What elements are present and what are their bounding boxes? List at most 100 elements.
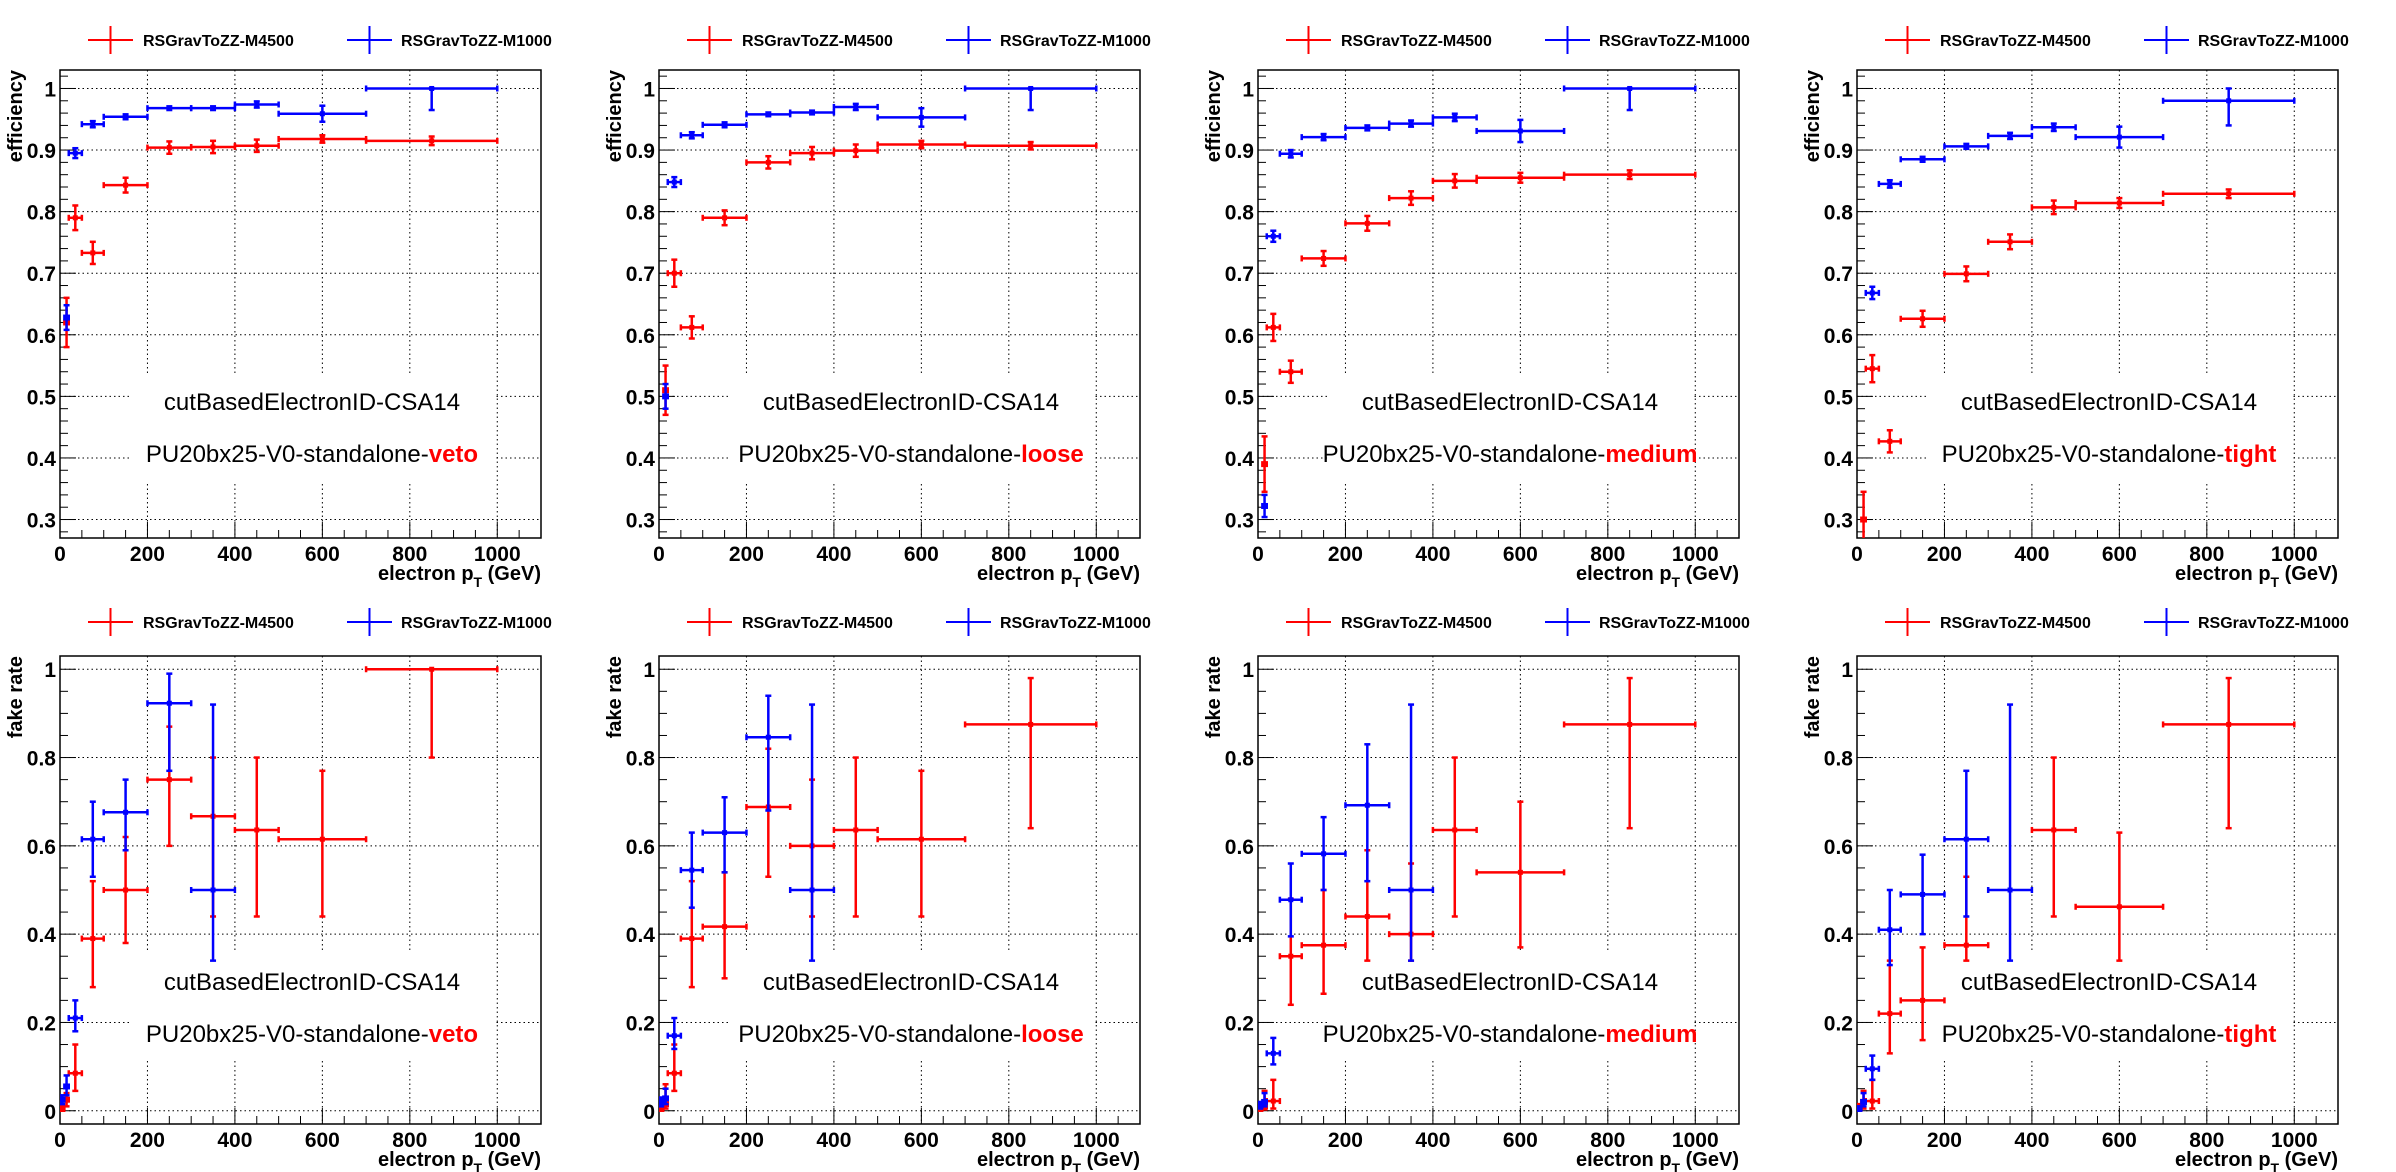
point-marker: [429, 138, 435, 144]
point-marker: [1408, 195, 1414, 201]
data-point-RSGravToZZ-M1000: [277, 104, 368, 123]
data-point-RSGravToZZ-M1000: [679, 831, 704, 909]
data-layer: [60, 666, 499, 1113]
legend-label: RSGravToZZ-M1000: [1000, 615, 1151, 632]
point-marker: [64, 1097, 70, 1103]
y-tick-label: 0.2: [27, 1012, 56, 1035]
y-axis-title: fake rate: [1203, 656, 1225, 738]
point-marker: [918, 836, 924, 842]
point-marker: [1270, 1098, 1276, 1104]
point-marker: [319, 111, 325, 117]
x-axis-title-unit: (GeV): [1680, 563, 1739, 585]
data-point-RSGravToZZ-M1000: [1344, 743, 1391, 883]
x-axis-title: electron pT (GeV): [2175, 563, 2338, 590]
data-point-RSGravToZZ-M1000: [189, 105, 237, 112]
y-tick-label: 1: [1841, 659, 1853, 682]
point-marker: [429, 85, 435, 91]
annotation-line-2: PU20bx25-V0-standalone-medium: [1323, 441, 1698, 468]
data-point-RSGravToZZ-M1000: [662, 1087, 669, 1106]
point-marker: [671, 179, 677, 185]
annotation-line-1: cutBasedElectronID-CSA14: [763, 389, 1059, 416]
x-tick-label: 1000: [1073, 543, 1120, 566]
data-point-RSGravToZZ-M4500: [2074, 196, 2165, 210]
y-tick-label: 0.6: [626, 836, 655, 859]
x-axis-title-unit: (GeV): [482, 563, 541, 585]
x-tick-label: 400: [1415, 543, 1450, 566]
data-point-RSGravToZZ-M1000: [788, 703, 836, 962]
annotation-box: [730, 953, 1093, 1061]
x-tick-label: 600: [904, 543, 939, 566]
chart-panel-efficiency-tight: cutBasedElectronID-CSA14 PU20bx25-V0-stan…: [1802, 26, 2349, 590]
x-tick-label: 600: [1503, 1129, 1538, 1152]
point-marker: [64, 315, 70, 321]
annotation-line-1: cutBasedElectronID-CSA14: [1961, 969, 2257, 996]
data-point-RSGravToZZ-M4500: [146, 140, 193, 155]
annotation-line-1: cutBasedElectronID-CSA14: [763, 969, 1059, 996]
data-point-RSGravToZZ-M1000: [1261, 1091, 1268, 1108]
point-marker: [689, 936, 695, 942]
y-tick-label: 0.9: [1225, 140, 1254, 163]
x-axis-title: electron pT (GeV): [977, 563, 1140, 590]
y-tick-label: 0.8: [1824, 748, 1854, 771]
y-tick-label: 0.8: [1225, 202, 1255, 225]
data-point-RSGravToZZ-M4500: [745, 154, 792, 170]
data-point-RSGravToZZ-M4500: [233, 138, 280, 154]
point-marker: [1920, 891, 1926, 897]
legend-label: RSGravToZZ-M4500: [1940, 33, 2091, 50]
y-tick-label: 0.7: [1225, 263, 1254, 286]
data-point-RSGravToZZ-M4500: [1265, 1078, 1282, 1110]
x-tick-label: 0: [1851, 543, 1863, 566]
annotation-line-2: PU20bx25-V0-standalone-veto: [146, 1021, 478, 1048]
x-axis-title-subscript: T: [1672, 1160, 1681, 1172]
x-axis-title-subscript: T: [1073, 1160, 1082, 1172]
data-point-RSGravToZZ-M1000: [666, 1016, 683, 1051]
annotation-line-1: cutBasedElectronID-CSA14: [1362, 389, 1658, 416]
point-marker: [429, 666, 435, 672]
x-tick-label: 1000: [1073, 1129, 1120, 1152]
annotation-selection: loose: [1021, 441, 1084, 468]
data-point-RSGravToZZ-M1000: [63, 1074, 70, 1097]
data-point-RSGravToZZ-M1000: [1877, 888, 1902, 967]
x-tick-label: 0: [54, 1129, 66, 1152]
point-marker: [1869, 1066, 1875, 1072]
legend-entry-RSGravToZZ-M4500: RSGravToZZ-M4500: [687, 26, 893, 54]
data-point-RSGravToZZ-M4500: [2030, 756, 2077, 918]
point-marker: [166, 777, 172, 783]
point-marker: [210, 144, 216, 150]
legend-entry-RSGravToZZ-M4500: RSGravToZZ-M4500: [1286, 26, 1492, 54]
legend-label: RSGravToZZ-M4500: [1940, 615, 2091, 632]
data-point-RSGravToZZ-M1000: [701, 121, 748, 129]
x-axis-title-unit: (GeV): [1680, 1149, 1739, 1171]
point-marker: [1364, 125, 1370, 131]
data-point-RSGravToZZ-M4500: [1475, 800, 1566, 949]
point-marker: [689, 324, 695, 330]
point-marker: [663, 1095, 669, 1101]
x-tick-label: 0: [1252, 1129, 1264, 1152]
x-axis-title: electron pT (GeV): [378, 1149, 541, 1172]
legend-entry-RSGravToZZ-M4500: RSGravToZZ-M4500: [687, 608, 893, 636]
y-axis-title: efficiency: [5, 69, 27, 162]
y-tick-label: 0.6: [626, 325, 655, 348]
x-tick-label: 600: [305, 543, 340, 566]
x-tick-label: 600: [1503, 543, 1538, 566]
point-marker: [689, 867, 695, 873]
point-marker: [765, 111, 771, 117]
x-axis-title: electron pT (GeV): [1576, 1149, 1739, 1172]
point-marker: [90, 250, 96, 256]
x-axis-title-subscript: T: [1672, 574, 1681, 590]
legend-entry-RSGravToZZ-M1000: RSGravToZZ-M1000: [1545, 608, 1750, 636]
data-point-RSGravToZZ-M4500: [2030, 199, 2077, 216]
y-tick-label: 0.2: [626, 1012, 655, 1035]
point-marker: [90, 836, 96, 842]
y-tick-label: 0.7: [626, 263, 655, 286]
annotation-prefix: PU20bx25-V0-standalone-: [1323, 441, 1606, 468]
y-tick-label: 0: [643, 1101, 655, 1124]
data-point-RSGravToZZ-M1000: [701, 796, 748, 874]
data-point-RSGravToZZ-M4500: [1475, 171, 1566, 184]
x-axis-title-subscript: T: [474, 1160, 483, 1172]
annotation-prefix: PU20bx25-V0-standalone-: [1323, 1021, 1606, 1048]
point-marker: [1364, 802, 1370, 808]
point-marker: [722, 830, 728, 836]
x-tick-label: 1000: [1672, 1129, 1719, 1152]
point-marker: [2116, 200, 2122, 206]
